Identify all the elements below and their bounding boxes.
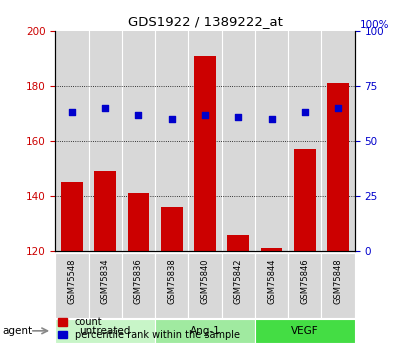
Point — [69, 110, 75, 115]
FancyBboxPatch shape — [254, 253, 288, 318]
Text: GSM75846: GSM75846 — [299, 258, 308, 304]
Bar — [326, 83, 348, 251]
Text: GSM75834: GSM75834 — [101, 258, 110, 304]
FancyBboxPatch shape — [55, 319, 155, 343]
FancyBboxPatch shape — [321, 253, 354, 318]
Text: GSM75848: GSM75848 — [333, 258, 342, 304]
Bar — [293, 149, 315, 251]
Text: GSM75838: GSM75838 — [167, 258, 176, 304]
Bar — [227, 235, 248, 251]
Bar — [194, 56, 215, 251]
Text: GSM75844: GSM75844 — [266, 258, 275, 304]
Bar — [94, 171, 116, 251]
Point — [135, 112, 142, 117]
Text: GSM75842: GSM75842 — [233, 258, 242, 304]
Point — [201, 112, 208, 117]
FancyBboxPatch shape — [254, 319, 354, 343]
Bar — [260, 248, 282, 251]
Point — [301, 110, 307, 115]
FancyBboxPatch shape — [55, 253, 88, 318]
Bar — [127, 194, 149, 251]
Point — [102, 105, 108, 111]
Bar — [61, 183, 83, 251]
Point — [168, 116, 175, 122]
Text: GSM75548: GSM75548 — [67, 258, 76, 304]
FancyBboxPatch shape — [155, 319, 254, 343]
Text: GSM75836: GSM75836 — [134, 258, 143, 304]
Text: agent: agent — [2, 326, 32, 336]
Text: GSM75840: GSM75840 — [200, 258, 209, 304]
Text: untreated: untreated — [79, 326, 130, 336]
Text: Ang-1: Ang-1 — [189, 326, 220, 336]
Legend: count, percentile rank within the sample: count, percentile rank within the sample — [58, 317, 239, 340]
Point — [234, 114, 241, 120]
Point — [267, 116, 274, 122]
Text: VEGF: VEGF — [290, 326, 318, 336]
FancyBboxPatch shape — [288, 253, 321, 318]
FancyBboxPatch shape — [221, 253, 254, 318]
Point — [334, 105, 340, 111]
Text: 100%: 100% — [360, 20, 389, 30]
FancyBboxPatch shape — [121, 253, 155, 318]
Title: GDS1922 / 1389222_at: GDS1922 / 1389222_at — [127, 16, 282, 29]
Bar — [161, 207, 182, 251]
FancyBboxPatch shape — [155, 253, 188, 318]
FancyBboxPatch shape — [88, 253, 121, 318]
FancyBboxPatch shape — [188, 253, 221, 318]
